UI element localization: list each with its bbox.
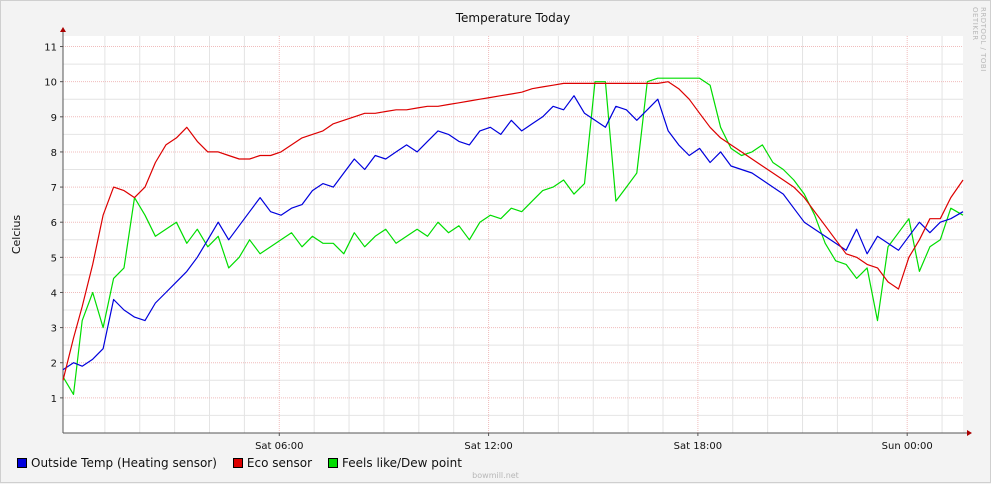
watermark: bowmill.net — [472, 471, 519, 480]
legend-label-feels-like: Feels like/Dew point — [342, 456, 462, 470]
x-tick-label: Sat 18:00 — [674, 441, 722, 452]
x-tick-label: Sun 00:00 — [882, 441, 933, 452]
y-axis-arrow — [60, 27, 66, 32]
series-line-feels-like-dew-point — [62, 77, 964, 395]
legend-item-feels-like: Feels like/Dew point — [328, 456, 462, 470]
legend-swatch-eco-sensor — [232, 458, 243, 468]
x-axis-arrow — [967, 430, 972, 436]
side-credit: RRDTOOL / TOBI OETIKER — [971, 7, 987, 72]
y-tick-label: 4 — [51, 288, 57, 299]
y-tick-label: 1 — [51, 394, 57, 405]
y-tick-label: 5 — [51, 253, 57, 264]
y-axis-label: Celcius — [10, 215, 23, 255]
y-tick-label: 2 — [51, 359, 57, 370]
series-line-eco-sensor — [62, 81, 964, 381]
y-tick-label: 6 — [51, 218, 57, 229]
legend-item-eco-sensor: Eco sensor — [232, 456, 313, 470]
y-tick-label: 10 — [44, 78, 57, 89]
legend-label-outside-temp: Outside Temp (Heating sensor) — [31, 456, 217, 470]
plot-area — [63, 36, 963, 433]
legend-label-eco-sensor: Eco sensor — [246, 456, 313, 470]
y-tick-label: 11 — [44, 43, 57, 54]
series-line-outside-temp-heating-sensor — [62, 95, 964, 371]
y-tick-label: 8 — [51, 148, 57, 159]
x-tick-label: Sat 12:00 — [464, 441, 512, 452]
x-tick-label: Sat 06:00 — [255, 441, 303, 452]
legend-item-outside-temp: Outside Temp (Heating sensor) — [17, 456, 217, 470]
legend-swatch-feels-like — [328, 458, 339, 468]
y-tick-label: 9 — [51, 113, 57, 124]
legend-swatch-outside-temp — [17, 458, 27, 468]
chart-title: Temperature Today — [455, 11, 571, 25]
y-tick-label: 3 — [51, 324, 57, 335]
legend: Outside Temp (Heating sensor) Eco sensor… — [17, 455, 462, 471]
y-tick-label: 7 — [51, 183, 57, 194]
